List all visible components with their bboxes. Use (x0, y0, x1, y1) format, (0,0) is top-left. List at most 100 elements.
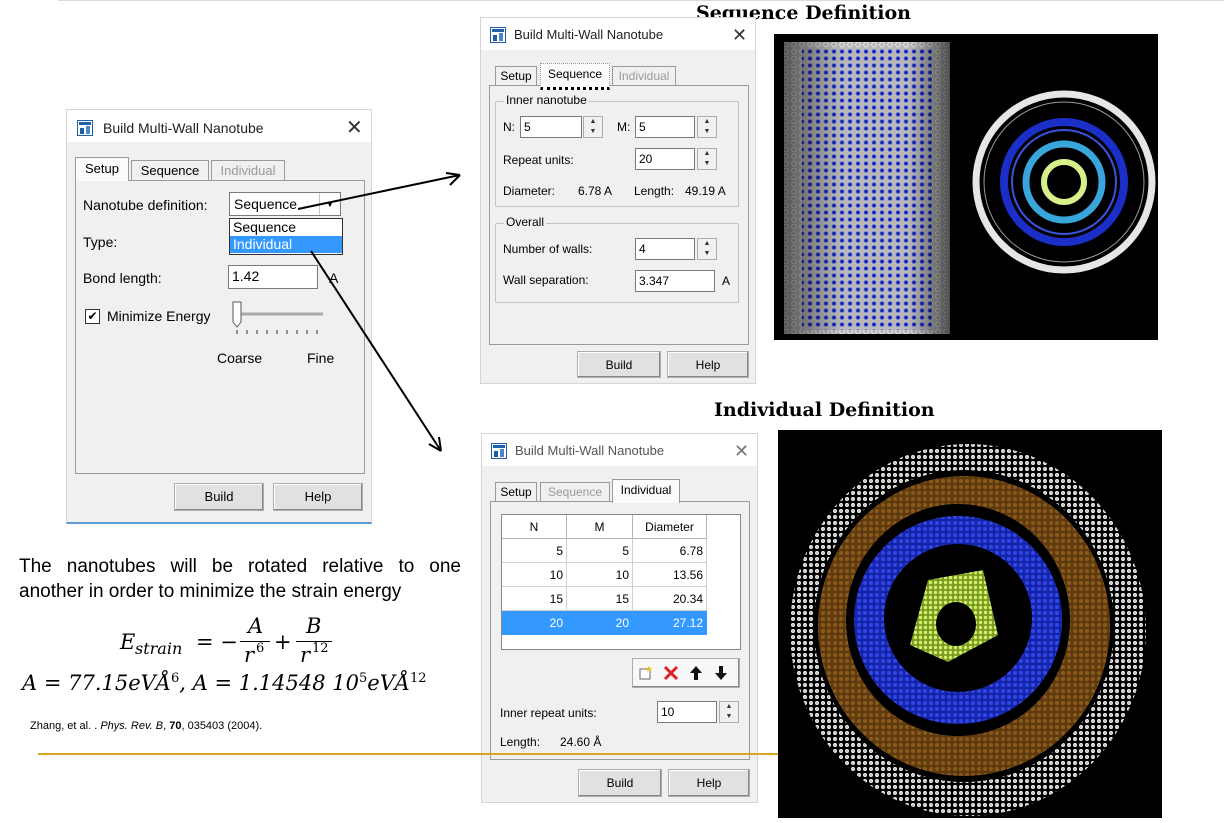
slider-fine-label: Fine (307, 350, 335, 366)
tab-individual: Individual (211, 160, 285, 180)
cite-authors: Zhang, et al. . (30, 720, 101, 732)
diameter-label: Diameter: (503, 184, 556, 198)
delete-icon[interactable] (662, 664, 680, 682)
column-header-diameter[interactable]: Diameter (633, 515, 707, 539)
tab-setup[interactable]: Setup (495, 482, 537, 502)
cell-diameter: 20.34 (633, 587, 707, 611)
energy-slider[interactable] (227, 300, 327, 340)
cite-journal: Phys. Rev. B (100, 720, 164, 732)
dropdown-option-sequence[interactable]: Sequence (233, 219, 297, 235)
cell-m: 5 (567, 539, 633, 563)
setup-dialog-titlebar: Build Multi-Wall Nanotube ✕ (67, 110, 371, 142)
length-value: 24.60 Å (560, 735, 602, 749)
nanotube-definition-dropdown: Sequence Individual (229, 218, 343, 255)
arrow-to-individual (310, 250, 442, 452)
tab-sequence[interactable]: Sequence (131, 160, 209, 180)
cell-m: 20 (567, 611, 633, 635)
n-label: N: (503, 120, 515, 134)
cell-m: 15 (567, 587, 633, 611)
footer-rule (38, 753, 778, 755)
eq-equals: = − (196, 630, 238, 654)
nanotube-table: N M Diameter 5 5 6.78 10 10 13.56 15 15 … (501, 514, 741, 650)
table-row[interactable]: 5 5 6.78 (502, 539, 707, 563)
inner-repeat-units-spinner[interactable]: ▲ ▼ (719, 701, 739, 723)
cell-diameter: 13.56 (633, 563, 707, 587)
close-icon[interactable]: ✕ (346, 117, 363, 139)
tab-individual[interactable]: Individual (612, 479, 680, 503)
bond-length-unit: A (329, 270, 339, 286)
sequence-render-graphic (784, 42, 1156, 334)
close-icon[interactable]: ✕ (734, 441, 750, 461)
wall-separation-input[interactable]: 3.347 (635, 270, 715, 292)
close-icon[interactable]: ✕ (732, 25, 748, 45)
combo-value: Sequence (234, 196, 298, 212)
sequence-nanotube-render (774, 34, 1158, 340)
cell-m: 10 (567, 563, 633, 587)
cell-diameter: 6.78 (633, 539, 707, 563)
eq-plus: + (274, 630, 292, 654)
const-sep: , A = 1.14548 10 (179, 671, 359, 695)
top-rule (58, 0, 1224, 1)
add-row-icon[interactable] (638, 665, 654, 681)
individual-caption: Individual Definition (714, 399, 935, 421)
move-down-icon[interactable] (713, 664, 729, 682)
fraction-bar (240, 641, 270, 642)
number-of-walls-spinner[interactable]: ▲ ▼ (697, 238, 717, 260)
m-spinner[interactable]: ▲ ▼ (697, 116, 717, 138)
tab-setup[interactable]: Setup (75, 157, 129, 181)
group-label: Inner nanotube (504, 93, 589, 107)
number-of-walls-input[interactable]: 4 (635, 238, 695, 260)
eq-strain-sub: strain (135, 639, 183, 658)
number-of-walls-label: Number of walls: (503, 242, 593, 256)
individual-dialog-titlebar: Build Multi-Wall Nanotube ✕ (482, 434, 757, 466)
length-label: Length: (500, 735, 541, 749)
type-label: Type: (83, 234, 118, 250)
inner-nanotube-group: Inner nanotube (495, 93, 739, 207)
eq-B: B (306, 614, 322, 638)
overall-group: Overall (495, 215, 739, 303)
tab-individual: Individual (612, 66, 676, 86)
eq-r6: r (244, 643, 255, 667)
dropdown-option-individual[interactable]: Individual (230, 236, 342, 253)
n-input[interactable]: 5 (520, 116, 582, 138)
app-icon (77, 120, 93, 136)
inner-repeat-units-label: Inner repeat units: (500, 706, 597, 720)
build-button[interactable]: Build (578, 769, 662, 797)
table-row-selected[interactable]: 20 20 27.12 (502, 611, 707, 635)
help-button[interactable]: Help (667, 351, 749, 378)
build-button[interactable]: Build (577, 351, 661, 378)
const-10-exp: 5 (358, 671, 368, 686)
help-button[interactable]: Help (668, 769, 750, 797)
individual-nanotube-render (778, 430, 1162, 818)
eq-A: A (248, 614, 264, 638)
cell-n: 10 (502, 563, 567, 587)
tab-setup[interactable]: Setup (495, 66, 537, 86)
cell-n: 5 (502, 539, 567, 563)
bond-length-input[interactable]: 1.42 (228, 265, 318, 289)
diameter-value: 6.78 A (578, 184, 613, 198)
cell-n: 15 (502, 587, 567, 611)
cite-rest: , 035403 (2004). (181, 720, 263, 732)
individual-render-graphic (790, 444, 1146, 816)
dialog-title: Build Multi-Wall Nanotube (515, 443, 665, 458)
column-header-m[interactable]: M (567, 515, 633, 539)
cell-n: 20 (502, 611, 567, 635)
column-header-n[interactable]: N (502, 515, 567, 539)
minimize-energy-checkbox[interactable]: ✔ (85, 309, 100, 324)
minimize-energy-label: Minimize Energy (107, 308, 211, 324)
tab-sequence[interactable]: Sequence (540, 63, 610, 90)
build-button[interactable]: Build (174, 483, 264, 511)
group-label: Overall (504, 215, 547, 229)
repeat-units-input[interactable]: 20 (635, 148, 695, 170)
n-spinner[interactable]: ▲ ▼ (583, 116, 603, 138)
m-input[interactable]: 5 (635, 116, 695, 138)
repeat-units-spinner[interactable]: ▲ ▼ (697, 148, 717, 170)
table-row[interactable]: 15 15 20.34 (502, 587, 707, 611)
move-up-icon[interactable] (688, 664, 704, 682)
setup-dialog: Build Multi-Wall Nanotube ✕ Setup Sequen… (66, 109, 372, 524)
inner-repeat-units-input[interactable]: 10 (657, 701, 717, 723)
help-button[interactable]: Help (273, 483, 363, 511)
table-row[interactable]: 10 10 13.56 (502, 563, 707, 587)
dialog-title: Build Multi-Wall Nanotube (103, 120, 264, 136)
sequence-dialog-titlebar: Build Multi-Wall Nanotube ✕ (481, 18, 755, 50)
